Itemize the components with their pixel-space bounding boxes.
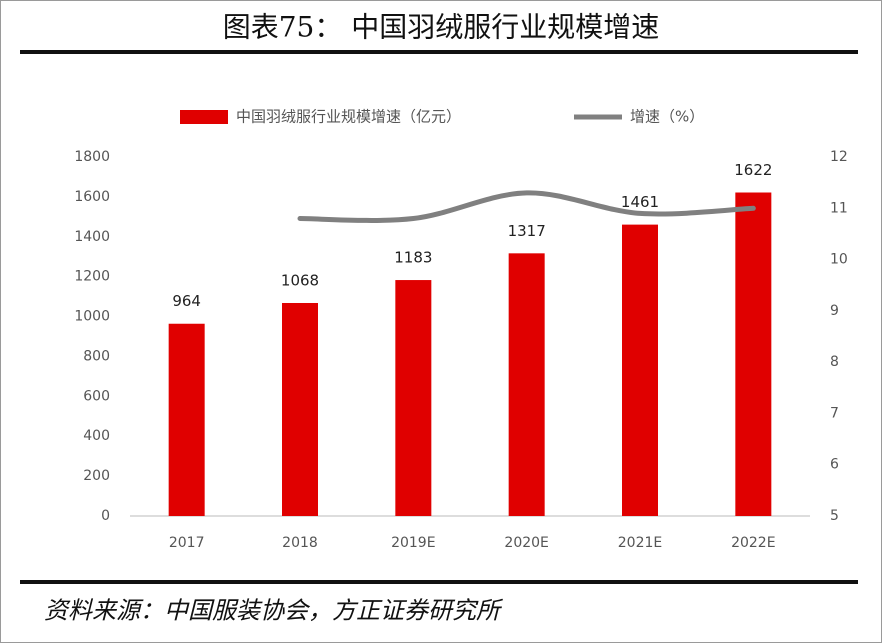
legend-swatch — [180, 110, 228, 124]
y2-tick-label: 9 — [830, 303, 839, 319]
x-tick-label: 2021E — [618, 535, 662, 551]
x-tick-label: 2019E — [391, 535, 435, 551]
y-tick-label: 600 — [83, 388, 110, 404]
source: 资料来源：中国服装协会，方正证券研究所 — [44, 597, 504, 625]
data-label: 1317 — [508, 222, 546, 240]
data-label: 964 — [172, 292, 201, 310]
bar — [168, 323, 205, 516]
bar — [508, 253, 545, 516]
x-tick-label: 2022E — [731, 535, 775, 551]
legend-label: 中国羽绒服行业规模增速（亿元） — [236, 108, 461, 126]
line — [297, 190, 756, 223]
y2-tick-label: 7 — [830, 405, 839, 421]
x-tick-label: 2017 — [169, 535, 205, 551]
y-tick-label: 1200 — [74, 269, 110, 285]
bar — [282, 302, 318, 516]
y2-tick-label: 10 — [830, 252, 848, 268]
data-label: 1622 — [734, 161, 772, 179]
y-tick-label: 200 — [83, 468, 110, 484]
bar — [395, 280, 432, 516]
y-tick-label: 1400 — [74, 229, 110, 245]
title-rule — [20, 50, 858, 54]
y-tick-label: 800 — [83, 348, 110, 364]
y2-tick-label: 8 — [830, 354, 839, 370]
bar — [622, 224, 658, 516]
y2-tick-label: 11 — [830, 200, 848, 216]
y2-tick-label: 6 — [830, 457, 839, 473]
data-label: 1461 — [621, 193, 659, 211]
y2-tick-label: 5 — [830, 508, 839, 524]
source-rule — [20, 580, 858, 584]
legend-label: 增速（%） — [630, 108, 704, 126]
y-tick-label: 400 — [83, 428, 110, 444]
data-label: 1068 — [281, 271, 319, 289]
bar — [735, 192, 772, 517]
y-tick-label: 1800 — [74, 149, 110, 165]
y-tick-label: 1000 — [74, 309, 110, 325]
x-tick-label: 2020E — [504, 535, 548, 551]
y-tick-label: 1600 — [74, 189, 110, 205]
x-tick-label: 2018 — [282, 535, 318, 551]
chart-title: 图表75： 中国羽绒服行业规模增速 — [223, 11, 660, 44]
data-label: 1183 — [394, 249, 432, 267]
y-tick-label: 0 — [101, 508, 110, 524]
y2-tick-label: 12 — [830, 149, 848, 165]
